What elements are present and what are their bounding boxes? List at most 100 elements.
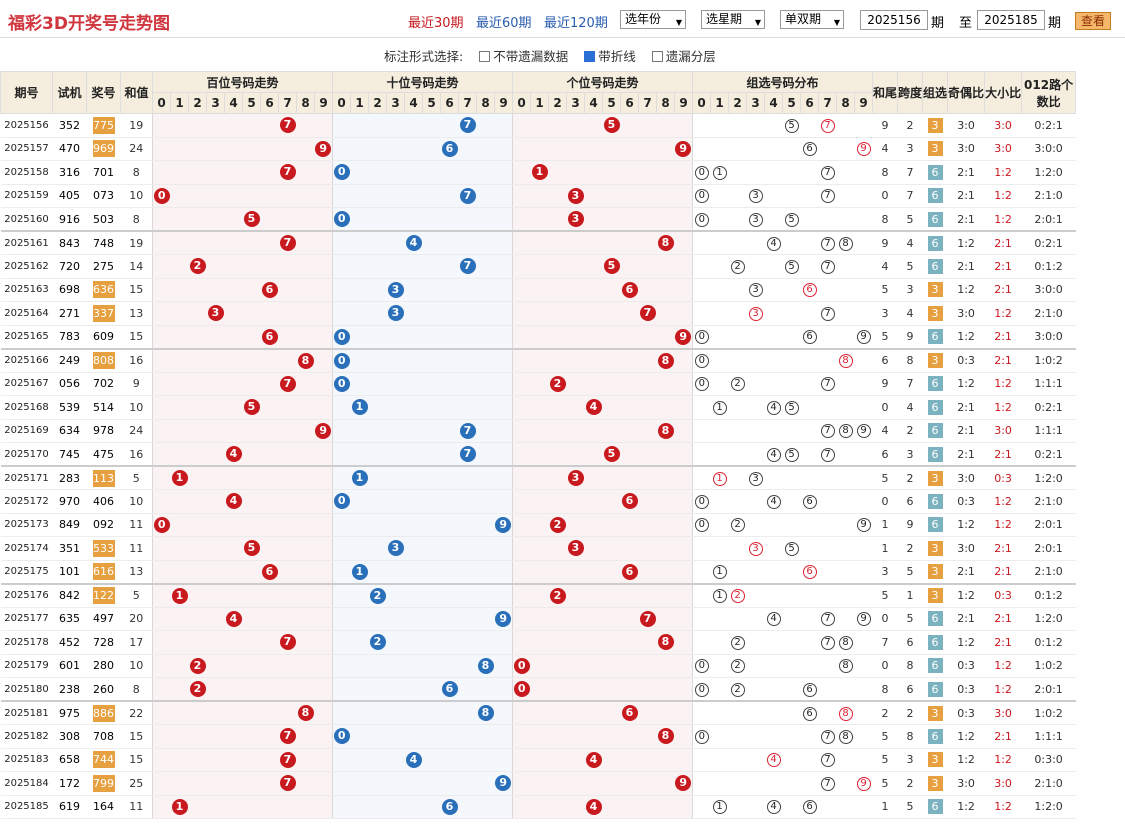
trend-cell	[512, 230, 531, 255]
trend-cell	[494, 536, 513, 561]
query-button[interactable]: 查看	[1075, 12, 1111, 30]
week-select[interactable]: 选星期	[701, 10, 765, 30]
sum-cell: 14	[120, 254, 153, 279]
draw-cell: 503	[86, 207, 121, 232]
trend-cell	[674, 442, 693, 467]
table-row: 2025171 283 113 5 1 1 3 1 3 5 2 3 3:0 0:3 1:2:0	[0, 465, 1076, 490]
from-issue-input[interactable]: 2025156	[860, 10, 928, 30]
trend-cell: 7	[278, 771, 297, 796]
tail-cell: 5	[872, 465, 898, 490]
col-issue[interactable]: 期号	[0, 71, 53, 114]
group-cell	[746, 395, 765, 420]
trend-cell	[548, 607, 567, 631]
group-digit: 4	[766, 800, 781, 815]
draw-ball: 5	[243, 211, 260, 227]
group-cell	[746, 724, 765, 749]
trend-cell	[332, 254, 351, 279]
trend-cell	[674, 465, 693, 490]
group-cell	[836, 677, 855, 702]
draw-ball: 3	[387, 281, 404, 298]
trend-cell: 8	[296, 700, 315, 725]
trend-cell	[674, 677, 693, 702]
recent-30-link[interactable]: 最近30期	[408, 16, 464, 31]
group-cell	[854, 489, 873, 514]
trend-cell	[458, 748, 477, 772]
oddeven-cell: 0:3	[947, 654, 985, 678]
trend-cell	[152, 489, 171, 514]
trend-cell	[440, 301, 459, 326]
draw-ball: 7	[639, 610, 656, 627]
digit-header: 7	[818, 92, 837, 114]
trend-cell	[584, 325, 603, 349]
trend-cell: 1	[350, 395, 369, 420]
group-cell	[710, 677, 729, 702]
recent-60-link[interactable]: 最近60期	[476, 16, 532, 31]
group-cell: 1	[710, 582, 729, 608]
issue-cell: 2025157	[0, 137, 53, 161]
trend-cell	[332, 630, 351, 655]
trend-cell	[584, 489, 603, 514]
trend-cell: 7	[458, 442, 477, 467]
table-row: 2025173 849 092 11 0 9 2 0 2 9 1 9 6 1:2 1:2 2:0:1	[0, 513, 1076, 537]
recent-120-link[interactable]: 最近120期	[544, 16, 608, 31]
trend-cell	[422, 677, 441, 702]
group-cell: 7	[818, 230, 837, 255]
trend-cell	[350, 207, 369, 232]
trend-cell	[494, 372, 513, 396]
draw-cell: 337	[86, 301, 121, 326]
trend-cell	[584, 160, 603, 185]
checkbox-icon[interactable]	[651, 51, 663, 62]
trend-cell	[422, 607, 441, 631]
trend-cell	[422, 724, 441, 749]
group-cell	[764, 536, 783, 561]
draw-ball: 9	[315, 140, 332, 157]
group-digit: 2	[730, 259, 745, 274]
trend-cell	[260, 748, 279, 772]
draw-ball: 1	[351, 563, 368, 580]
trend-cell	[458, 560, 477, 584]
digit-header: 0	[512, 92, 531, 114]
checkbox-checked-icon[interactable]	[584, 51, 596, 62]
checkbox-icon[interactable]	[479, 51, 491, 62]
group-cell	[782, 724, 801, 749]
option-polyline[interactable]: 带折线	[584, 49, 636, 64]
tail-cell: 5	[872, 748, 898, 772]
trend-cell	[476, 207, 495, 232]
span-cell: 5	[897, 607, 923, 631]
trend-cell	[440, 536, 459, 561]
trend-cell	[638, 184, 657, 208]
trend-cell	[476, 795, 495, 819]
trend-cell: 7	[278, 230, 297, 255]
group-cell	[782, 748, 801, 772]
digit-header: 9	[674, 92, 693, 114]
trend-cell: 0	[332, 724, 351, 749]
mod3-cell: 0:3:0	[1021, 748, 1076, 772]
option-missing-layer[interactable]: 遗漏分层	[651, 49, 716, 64]
trend-cell	[206, 795, 225, 819]
group-digit: 3	[748, 212, 763, 227]
draw-ball: 0	[513, 681, 530, 697]
issue-cell: 2025166	[0, 347, 53, 373]
trend-cell	[278, 465, 297, 490]
trend-cell	[584, 254, 603, 279]
option-no-missing[interactable]: 不带遗漏数据	[479, 49, 568, 64]
group-cell	[782, 137, 801, 161]
type-cell: 6	[922, 724, 948, 749]
trend-cell	[170, 207, 189, 232]
trend-cell: 4	[584, 748, 603, 772]
to-issue-input[interactable]: 2025185	[977, 10, 1045, 30]
trend-cell	[260, 301, 279, 326]
trend-cell	[530, 677, 549, 702]
year-select[interactable]: 选年份	[620, 10, 686, 30]
bigsmall-cell: 1:2	[984, 301, 1022, 326]
trend-cell	[170, 724, 189, 749]
group-cell	[728, 395, 747, 420]
trend-cell	[602, 419, 621, 443]
trend-cell	[602, 137, 621, 161]
draw-ball: 7	[279, 728, 296, 745]
trend-cell	[440, 395, 459, 420]
trend-cell	[242, 771, 261, 796]
trend-cell	[548, 113, 567, 138]
parity-select[interactable]: 单双期	[780, 10, 844, 30]
draw-cell: 113	[86, 465, 121, 490]
